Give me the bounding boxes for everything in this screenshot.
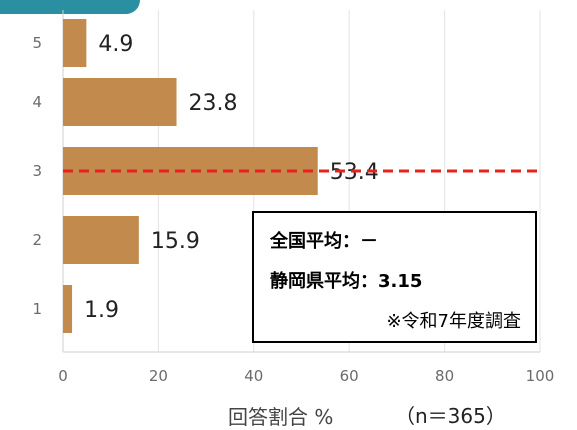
y-tick-label-5: 5: [32, 34, 42, 52]
x-tick-label-0: 0: [58, 367, 68, 385]
value-label-2: 15.9: [151, 229, 200, 254]
bar-4: [63, 78, 177, 126]
national-average-label: 全国平均：－: [270, 231, 378, 252]
x-tick-label-20: 20: [149, 367, 168, 385]
value-label-5: 4.9: [98, 32, 133, 57]
x-tick-label-80: 80: [435, 367, 454, 385]
value-label-1: 1.9: [84, 298, 119, 323]
y-tick-label-1: 1: [32, 300, 42, 318]
bar-1: [63, 285, 73, 333]
average-annotation-box: 全国平均：－ 静岡県平均：3.15 ※令和7年度調査: [252, 211, 537, 343]
prefecture-average-label: 静岡県平均：3.15: [270, 271, 423, 292]
bar-2: [63, 216, 139, 264]
y-tick-label-2: 2: [32, 231, 42, 249]
bar-5: [63, 19, 87, 67]
x-tick-label-40: 40: [244, 367, 263, 385]
sample-size-note: （n＝365）: [395, 404, 506, 428]
value-labels: 4.923.853.415.91.9: [84, 32, 379, 323]
y-tick-label-3: 3: [32, 162, 42, 180]
header-tab-decoration: [0, 0, 140, 14]
y-tick-label-4: 4: [32, 93, 42, 111]
survey-note: ※令和7年度調査: [386, 311, 521, 332]
x-tick-label-100: 100: [526, 367, 555, 385]
value-label-4: 23.8: [189, 91, 238, 116]
x-axis-title: 回答割合 %: [228, 405, 334, 429]
y-tick-labels: 5 4 3 2 1: [32, 34, 42, 318]
x-tick-label-60: 60: [340, 367, 359, 385]
bars: [63, 19, 318, 333]
x-tick-labels: 0 20 40 60 80 100: [58, 367, 554, 385]
